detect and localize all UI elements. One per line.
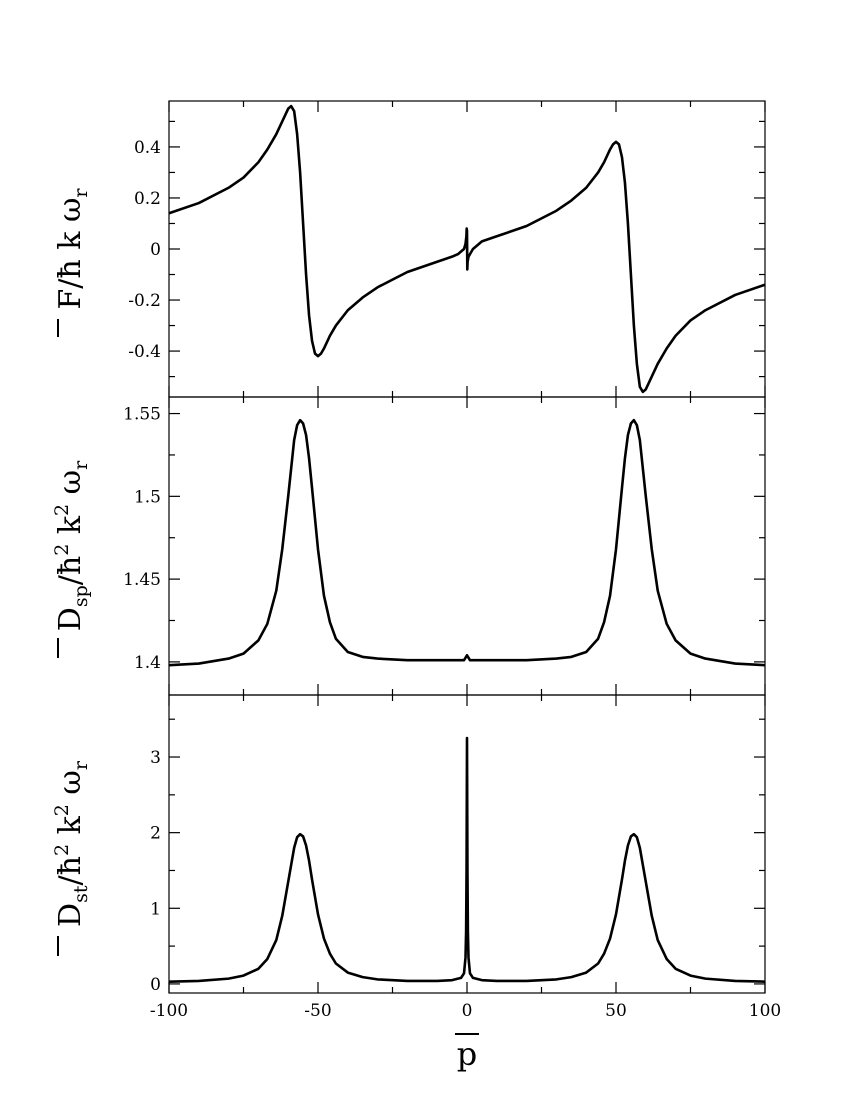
x-tick-label: 0 (462, 1001, 473, 1021)
panel-spontaneous-diffusion: 1.4 1.45 1.5 1.55 Dsp/ħ2 k2 ωr (51, 396, 766, 696)
series-line (168, 418, 766, 667)
y-tick-label: 1.45 (123, 570, 161, 590)
y-tick-label: 1.4 (134, 653, 161, 673)
y-tick-label: 0 (150, 975, 161, 995)
series-line (168, 736, 766, 983)
panel-force: -0.4 -0.2 0 0.2 0.4 F/ħ k ωr (53, 100, 766, 398)
y-tick-label: -0.4 (128, 342, 161, 362)
panel-stimulated-diffusion: 0 1 2 3 Dst/ħ2 k2 ωr (51, 694, 766, 995)
x-tick-label: -50 (304, 1001, 331, 1021)
y-tick-label: 1 (150, 899, 161, 919)
y-tick-label: 1.55 (123, 405, 161, 425)
x-tick-label: -100 (150, 1001, 188, 1021)
y-axis-label: Dst/ħ2 k2 ωr (51, 760, 92, 927)
y-tick-label: 1.5 (134, 487, 161, 507)
y-tick-label: 2 (150, 824, 161, 844)
x-tick-label: 100 (749, 1001, 781, 1021)
y-tick-label: 0 (150, 240, 161, 260)
series-line (168, 104, 766, 394)
x-axis-label: p (457, 1035, 477, 1073)
y-axis-label: F/ħ k ωr (53, 188, 92, 310)
plot-frame (168, 396, 766, 696)
y-tick-label: 0.4 (134, 138, 161, 158)
x-tick-label: 50 (605, 1001, 627, 1021)
y-axis-label: Dsp/ħ2 k2 ωr (51, 460, 92, 631)
y-tick-label: 0.2 (134, 189, 161, 209)
y-tick-label: 3 (150, 748, 161, 768)
x-tick-labels: -100 -50 0 50 100 (150, 1001, 781, 1021)
y-tick-label: -0.2 (128, 291, 161, 311)
